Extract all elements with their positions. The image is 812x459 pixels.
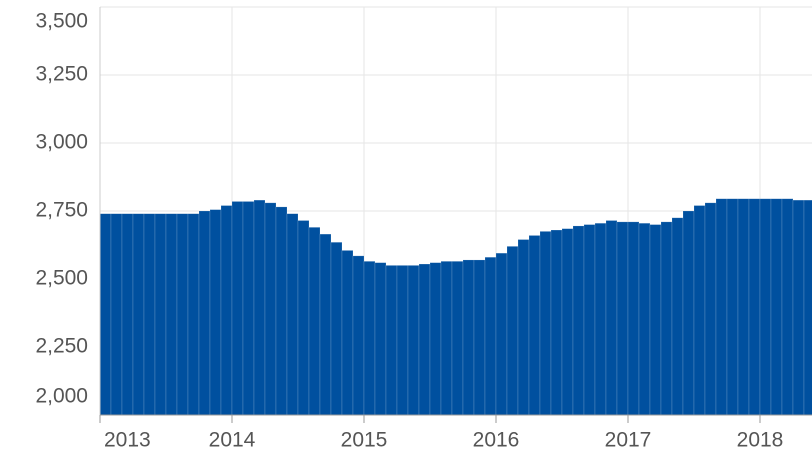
bar	[440, 261, 453, 416]
bar	[363, 261, 376, 416]
bar	[209, 209, 222, 416]
bar	[583, 224, 596, 416]
bar	[121, 213, 134, 416]
x-tick-label: 2013	[104, 429, 151, 452]
bar	[286, 213, 299, 416]
bar	[341, 250, 354, 416]
bar	[473, 259, 486, 416]
bar	[407, 265, 420, 416]
bar	[759, 198, 772, 416]
bar	[517, 239, 530, 416]
bar	[528, 235, 541, 416]
bar	[385, 265, 398, 416]
bar	[616, 221, 629, 416]
bar	[154, 213, 167, 416]
y-tick-label: 3,000	[35, 131, 88, 154]
bar	[297, 220, 310, 416]
bar	[682, 210, 695, 416]
y-tick-label: 3,500	[35, 10, 88, 33]
bar	[737, 198, 750, 416]
bar	[319, 233, 332, 416]
bar	[539, 231, 552, 416]
bar	[462, 259, 475, 416]
bar	[330, 241, 343, 416]
y-tick-label: 2,750	[35, 199, 88, 222]
bar	[605, 220, 618, 416]
bar	[638, 222, 651, 416]
bar	[693, 205, 706, 416]
bar	[495, 252, 508, 416]
bar	[264, 202, 277, 416]
bar	[726, 198, 739, 416]
x-tick-label: 2017	[605, 429, 652, 452]
bar	[99, 213, 112, 416]
y-tick-label: 2,500	[35, 267, 88, 290]
bar	[792, 199, 805, 416]
bar	[187, 213, 200, 416]
bar	[242, 201, 255, 416]
bar	[165, 213, 178, 416]
bar	[429, 262, 442, 416]
x-tick-label: 2015	[341, 429, 388, 452]
bar	[627, 221, 640, 416]
bar	[550, 229, 563, 416]
bar	[451, 261, 464, 416]
bar	[396, 265, 409, 416]
bar	[572, 225, 585, 416]
bar	[715, 198, 728, 416]
x-tick-label: 2014	[209, 429, 256, 452]
x-tick-label: 2016	[473, 429, 520, 452]
bar	[198, 210, 211, 416]
y-tick-label: 2,000	[35, 385, 88, 408]
bar	[275, 206, 288, 416]
bar	[374, 262, 387, 416]
bar	[561, 228, 574, 416]
bar	[594, 222, 607, 416]
bar	[220, 205, 233, 416]
bar	[484, 256, 497, 416]
bar	[308, 227, 321, 416]
bar	[803, 199, 812, 416]
bar	[352, 255, 365, 416]
bar	[748, 198, 761, 416]
bar	[660, 221, 673, 416]
bar	[506, 246, 519, 416]
bar	[418, 263, 431, 416]
bar	[649, 224, 662, 416]
y-tick-label: 3,250	[35, 63, 88, 86]
bar	[110, 213, 123, 416]
bar	[671, 217, 684, 416]
bar	[143, 213, 156, 416]
bar	[176, 213, 189, 416]
bar	[770, 198, 783, 416]
bar	[704, 202, 717, 416]
y-tick-label: 2,250	[35, 335, 88, 358]
bar	[781, 198, 794, 416]
x-tick-label: 2018	[737, 429, 784, 452]
bar	[253, 199, 266, 416]
bar	[231, 201, 244, 416]
bar	[132, 213, 145, 416]
